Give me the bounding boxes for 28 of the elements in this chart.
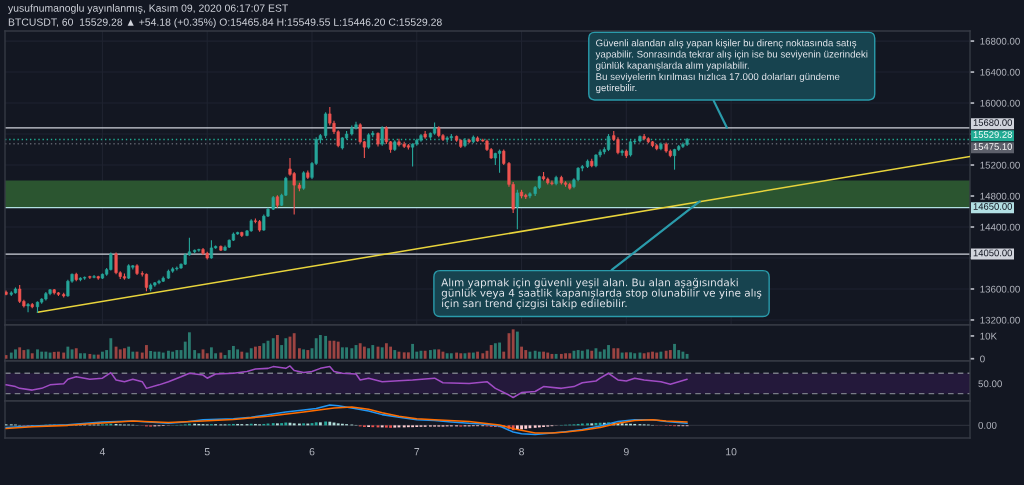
- y-tick-label: 16800.00: [980, 37, 1020, 45]
- ref-line-label: 14650.00: [973, 203, 1013, 210]
- x-tick-label: 8: [519, 448, 524, 456]
- annotation: Güvenli alandan alış yapan kişiler bu direnç noktasında satış yapabilir. Sonrasında tekrar alış için ise bu seviyenin üzerindeki günlük kapanışlarda alım yapılabilir. Bu seviyelerin kırılması hızlıca 17.000 dolarları gündeme getirebilir.: [595, 39, 868, 94]
- y-tick-label: 16400.00: [980, 68, 1020, 76]
- y-tick-label: 16000.00: [980, 99, 1020, 107]
- y-tick-label: 0: [980, 355, 985, 363]
- text: 0.00: [978, 421, 997, 429]
- y-tick-label: 14800.00: [980, 192, 1020, 200]
- ref-line-label: 14050.00: [973, 249, 1013, 257]
- x-tick-label: 9: [623, 448, 629, 456]
- ref-line-label: 15680.00: [973, 119, 1013, 126]
- y-tick-label: 10K: [980, 332, 997, 340]
- x-tick-label: 10: [726, 448, 737, 456]
- x-tick-label: 6: [309, 448, 315, 456]
- y-tick-label: 15200.00: [980, 161, 1020, 169]
- y-tick-label: 13200.00: [980, 316, 1020, 324]
- x-tick-label: 7: [414, 448, 420, 456]
- ref-line-label: 15475.10: [973, 143, 1013, 150]
- text: 50.00: [978, 380, 1002, 388]
- x-tick-label: 5: [204, 448, 210, 456]
- y-tick-label: 13600.00: [980, 285, 1020, 293]
- x-tick-label: 4: [99, 448, 106, 456]
- annotation: Alım yapmak için güvenli yeşil alan. Bu alan aşağısındaki günlük veya 4 saatlik kapanışlarda stop olunabilir ve yine alış için sarı trend çizgisi takip edilebilir.: [441, 277, 762, 310]
- chart-subtitle: BTCUSDT, 60 15529.28 ▲ +54.18 (+0.35%) O:15465.84 H:15549.55 L:15446.20 C:15529.28: [8, 18, 442, 28]
- ref-line-label: 15529.28: [973, 131, 1012, 138]
- chart-title: yusufnumanoglu yayınlanmış, Kasım 09, 2020 06:17:07 EST: [8, 4, 289, 14]
- y-tick-label: 14400.00: [980, 223, 1020, 231]
